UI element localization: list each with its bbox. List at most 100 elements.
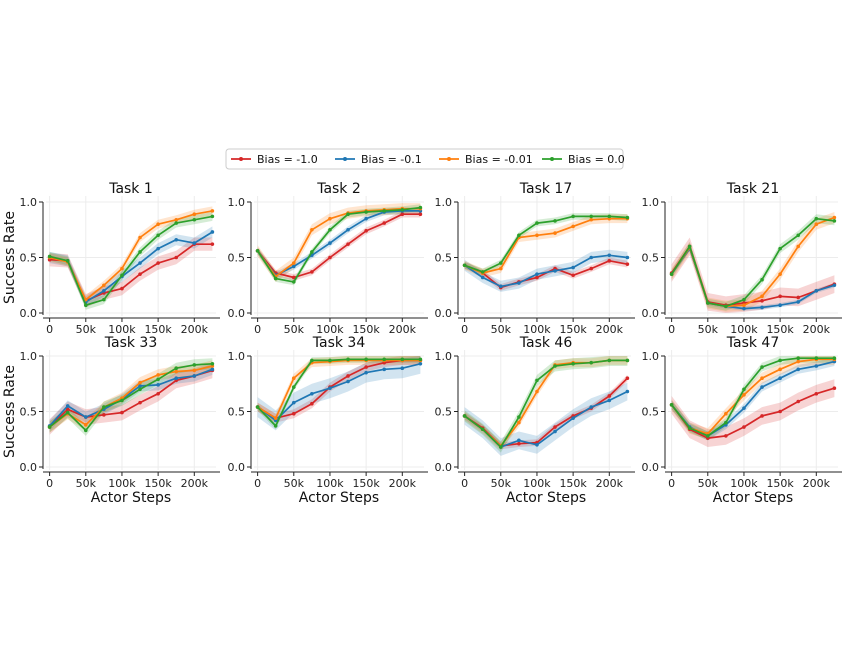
band-bias-0-1 <box>49 226 213 308</box>
data-point-bias-0-0 <box>462 414 467 418</box>
data-point-bias-0-0 <box>687 426 692 430</box>
legend-marker-bias-0-1 <box>343 157 347 161</box>
data-point-bias-0-1 <box>742 406 746 410</box>
data-point-bias-1-0 <box>607 394 612 398</box>
data-point-bias-0-0 <box>255 405 260 409</box>
data-point-bias-1-0 <box>796 295 801 300</box>
panel-task-46: 0.0 0.5 1.0 0 50k 100k 150k 200k Task 46 Actor St… <box>435 335 635 506</box>
data-point-bias-0-01 <box>535 389 539 394</box>
data-point-bias-0-0 <box>778 358 782 363</box>
data-point-bias-0-01 <box>83 297 88 302</box>
x-tick-label: 150k <box>766 323 794 336</box>
x-axis-title: Actor Steps <box>299 490 379 506</box>
data-point-bias-0-01 <box>291 261 296 265</box>
data-point-bias-0-0 <box>192 217 197 222</box>
data-point-bias-0-01 <box>138 380 142 385</box>
data-point-bias-1-0 <box>328 255 332 260</box>
x-tick-label: 150k <box>352 477 380 490</box>
data-point-bias-0-1 <box>480 275 485 280</box>
y-tick-label: 1.0 <box>20 196 38 209</box>
x-tick-label: 200k <box>596 323 624 336</box>
data-point-bias-0-0 <box>669 403 674 407</box>
band-bias-0-0 <box>257 356 421 430</box>
data-point-bias-0-1 <box>400 366 405 371</box>
y-tick-label: 0.0 <box>435 307 453 320</box>
panel-task-17: 0.0 0.5 1.0 0 50k 100k 150k 200k Task 17 <box>435 181 635 336</box>
data-point-bias-0-0 <box>589 214 594 219</box>
band-bias-0-01 <box>671 212 835 312</box>
data-point-bias-0-01 <box>778 367 782 372</box>
data-point-bias-0-1 <box>814 364 819 368</box>
y-tick-label: 1.0 <box>642 196 660 209</box>
y-tick-label: 0.5 <box>642 406 660 419</box>
data-point-bias-0-0 <box>480 427 485 432</box>
series-line-bias-0-0 <box>49 362 213 432</box>
data-point-bias-0-01 <box>174 217 179 222</box>
y-tick-label: 0.5 <box>435 406 453 419</box>
band-bias-0-01 <box>671 356 835 440</box>
x-tick-label: 50k <box>491 477 512 490</box>
data-point-bias-0-0 <box>273 276 278 281</box>
band-bias-0-01 <box>257 356 421 423</box>
data-point-bias-1-0 <box>400 212 405 217</box>
data-point-bias-1-0 <box>364 365 368 369</box>
data-point-bias-0-0 <box>796 356 801 361</box>
data-point-bias-0-0 <box>553 219 557 223</box>
data-point-bias-1-0 <box>310 401 314 406</box>
x-tick-label: 50k <box>698 477 719 490</box>
data-point-bias-0-0 <box>65 259 70 263</box>
series-line-bias-0-1 <box>256 210 421 277</box>
series-line-bias-0-1 <box>257 362 421 422</box>
data-point-bias-0-1 <box>760 385 764 389</box>
data-point-bias-0-1 <box>589 405 594 409</box>
band-bias-0-01 <box>49 360 213 433</box>
data-point-bias-0-01 <box>760 376 764 381</box>
x-axis-title: Actor Steps <box>713 490 793 506</box>
series-line-bias-0-01 <box>670 358 835 435</box>
data-point-bias-0-0 <box>102 297 106 302</box>
data-point-bias-0-1 <box>589 255 594 260</box>
data-point-bias-0-1 <box>310 391 314 396</box>
data-point-bias-0-0 <box>553 364 557 368</box>
data-point-bias-0-0 <box>346 357 350 362</box>
data-point-bias-0-1 <box>346 379 350 384</box>
data-point-bias-0-1 <box>291 264 296 269</box>
x-tick-label: 200k <box>803 323 831 336</box>
data-point-bias-0-1 <box>156 246 160 251</box>
y-axis-title: Success Rate <box>2 365 18 458</box>
data-point-bias-0-1 <box>138 261 142 265</box>
data-point-bias-0-0 <box>83 303 88 308</box>
data-point-bias-0-0 <box>346 212 350 217</box>
x-tick-label: 100k <box>523 323 551 336</box>
data-point-bias-1-0 <box>760 298 764 303</box>
data-point-bias-0-1 <box>553 269 557 273</box>
band-bias-0-0 <box>49 358 213 436</box>
data-point-bias-1-0 <box>291 411 296 416</box>
x-tick-label: 0 <box>46 323 53 336</box>
panel-task-2: 0.0 0.5 1.0 0 50k 100k 150k 200k Task 2 <box>228 181 428 336</box>
x-tick-label: 50k <box>284 323 305 336</box>
y-tick-label: 0.0 <box>642 461 660 474</box>
data-point-bias-0-1 <box>778 303 782 308</box>
data-point-bias-0-01 <box>742 303 746 308</box>
x-tick-label: 150k <box>559 323 587 336</box>
data-point-bias-0-1 <box>625 389 630 394</box>
data-point-bias-0-0 <box>382 209 387 213</box>
data-point-bias-0-1 <box>210 230 215 234</box>
data-point-bias-0-01 <box>273 416 278 420</box>
series-line-bias-1-0 <box>670 387 835 439</box>
series-line-bias-0-1 <box>464 254 628 288</box>
data-point-bias-0-01 <box>517 420 521 425</box>
data-point-bias-1-0 <box>65 407 70 412</box>
x-tick-label: 100k <box>523 477 551 490</box>
band-bias-1-0 <box>671 379 835 447</box>
data-point-bias-0-1 <box>210 367 215 372</box>
data-point-bias-0-0 <box>174 366 179 371</box>
data-point-bias-1-0 <box>310 270 314 274</box>
data-point-bias-0-0 <box>760 365 764 369</box>
data-point-bias-1-0 <box>156 261 160 265</box>
data-point-bias-0-01 <box>156 373 160 377</box>
band-bias-0-01 <box>464 356 628 451</box>
data-point-bias-1-0 <box>832 386 837 390</box>
series-line-bias-1-0 <box>257 359 421 420</box>
